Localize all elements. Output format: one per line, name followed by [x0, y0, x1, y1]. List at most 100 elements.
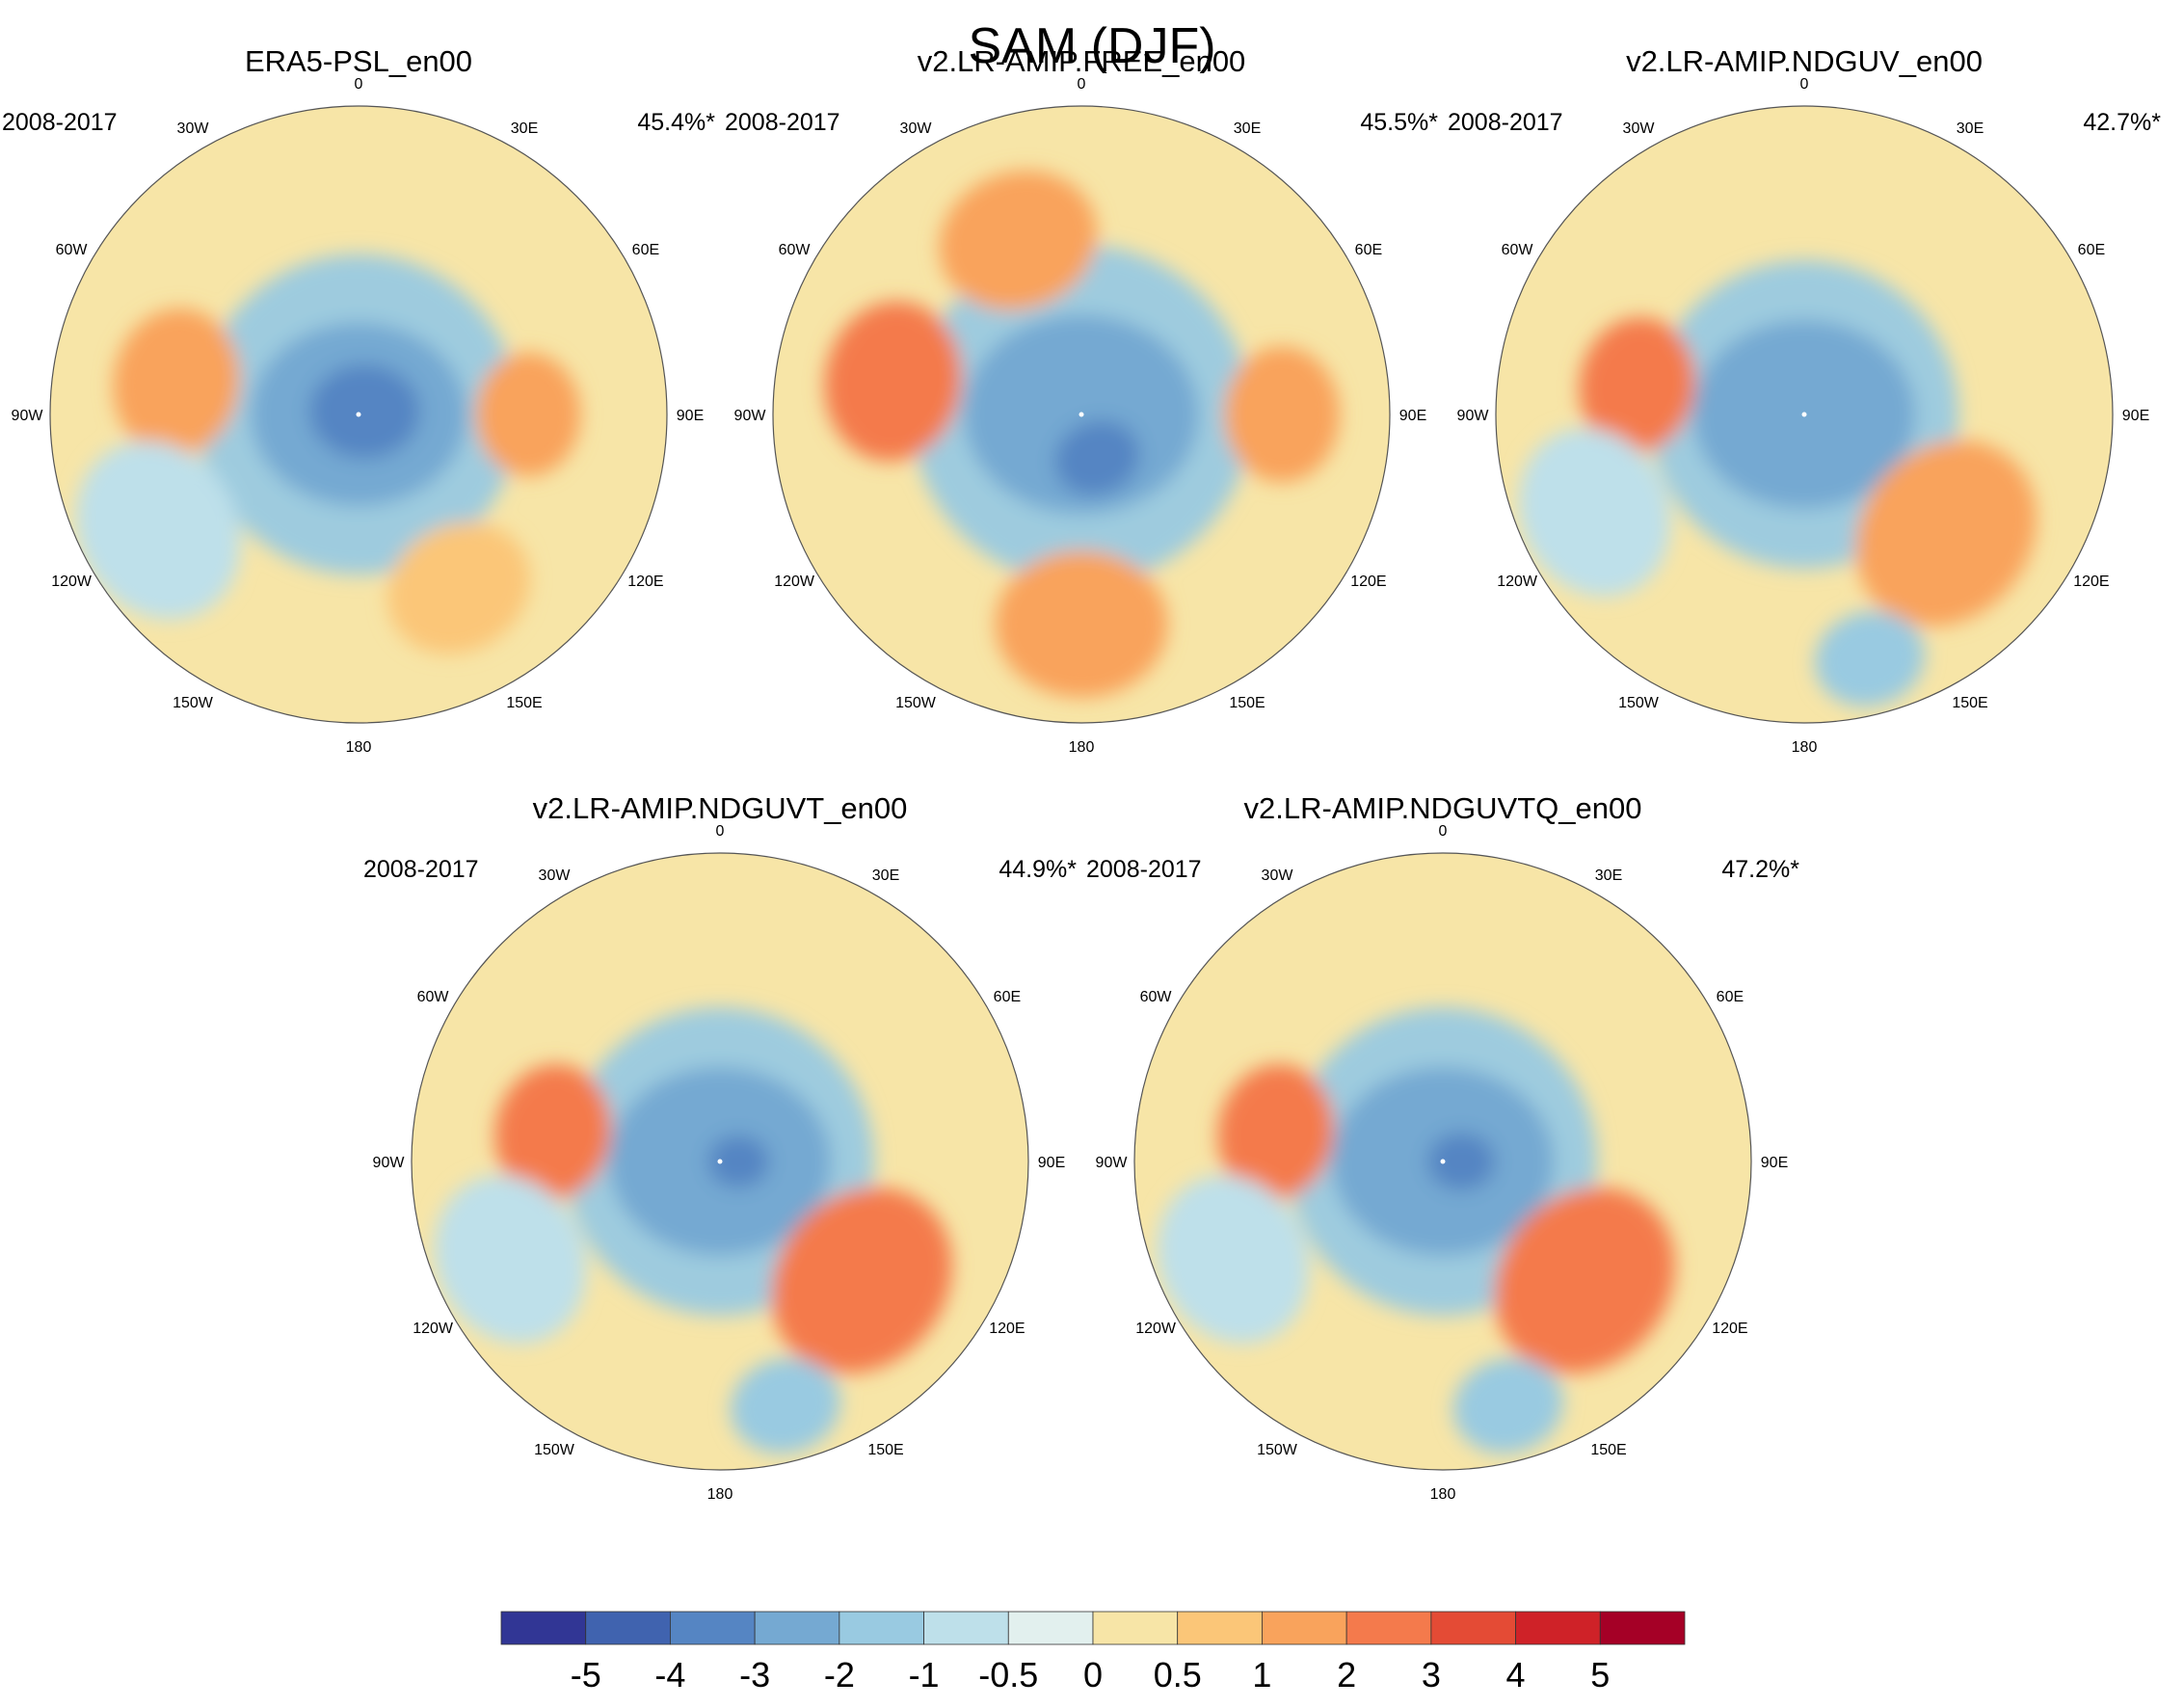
map-contour [475, 353, 581, 476]
colorbar-swatch [1092, 1611, 1179, 1645]
lon-tick-label: 120W [413, 1321, 454, 1337]
colorbar-tick-label: -1 [909, 1655, 940, 1695]
colorbar-swatch [1007, 1611, 1094, 1645]
map-panel-1: v2.LR-AMIP.FREE_en00 2008-2017 45.5%* 0 30E 6… [725, 44, 1438, 819]
colorbar-tick-label: -3 [739, 1655, 770, 1695]
map-panel-2: v2.LR-AMIP.NDGUV_en00 2008-2017 42.7%* 0 30E… [1448, 44, 2161, 819]
map-contour [771, 1188, 952, 1374]
lon-tick-label: 60E [994, 989, 1021, 1005]
lon-tick-label: 0 [1800, 76, 1809, 93]
map-contour [939, 171, 1098, 310]
lon-tick-label: 60E [632, 242, 659, 258]
lon-tick-label: 30W [177, 120, 210, 137]
map-panel-0: ERA5-PSL_en00 2008-2017 45.4%* 0 30E 60E 90E 12… [2, 44, 715, 819]
lon-tick-label: 90E [1761, 1155, 1788, 1171]
panel-title: v2.LR-AMIP.NDGUVTQ_en00 [1244, 791, 1642, 825]
colorbar-swatch [1599, 1611, 1686, 1645]
map-contour [434, 1175, 587, 1344]
colorbar-tick-label: 0 [1083, 1655, 1103, 1695]
lon-tick-label: 90E [677, 408, 704, 424]
polar-map-0: ERA5-PSL_en00 2008-2017 45.4%* 0 30E 60E 90E 12… [2, 44, 715, 756]
lon-tick-label: 150E [867, 1442, 903, 1458]
lon-tick-label: 150W [173, 695, 214, 711]
map-contour [1157, 1175, 1310, 1344]
lon-tick-label: 90W [1457, 408, 1490, 424]
lon-tick-label: 30E [1234, 120, 1261, 137]
map-contour [707, 1134, 770, 1188]
colorbar-swatch [1177, 1611, 1263, 1645]
panel-period: 2008-2017 [1086, 856, 1202, 883]
map-contour [1224, 346, 1340, 483]
colorbar-swatch [839, 1611, 924, 1645]
map-contour [824, 301, 962, 462]
colorbar-swatch [1430, 1611, 1516, 1645]
lon-tick-label: 150E [506, 695, 542, 711]
south-pole-marker [1079, 412, 1084, 417]
colorbar-tick-label: 4 [1506, 1655, 1526, 1695]
map-contour [1518, 428, 1671, 597]
lon-tick-label: 150W [1618, 695, 1660, 711]
lon-tick-label: 180 [1430, 1486, 1456, 1503]
lon-tick-label: 90E [2122, 408, 2149, 424]
lon-tick-label: 120E [2073, 574, 2109, 590]
lon-tick-label: 120W [774, 574, 815, 590]
map-panel-3: v2.LR-AMIP.NDGUVT_en00 2008-2017 44.9%* 0 30… [363, 791, 1077, 1566]
lon-tick-label: 30W [539, 867, 572, 884]
lon-tick-label: 60W [1502, 242, 1534, 258]
south-pole-marker [356, 412, 361, 417]
colorbar-tick-label: -2 [824, 1655, 855, 1695]
polar-map-3: v2.LR-AMIP.NDGUVT_en00 2008-2017 44.9%* 0 30… [363, 791, 1077, 1503]
lon-tick-label: 0 [1078, 76, 1086, 93]
lon-tick-label: 120E [1350, 574, 1386, 590]
map-outline [49, 105, 668, 724]
polar-map-1: v2.LR-AMIP.FREE_en00 2008-2017 45.5%* 0 30E 6… [725, 44, 1438, 756]
colorbar-swatch [500, 1611, 587, 1645]
panel-title: ERA5-PSL_en00 [245, 44, 472, 78]
colorbar-tick-label: -5 [571, 1655, 601, 1695]
lon-tick-label: 150W [1257, 1442, 1298, 1458]
lon-tick-label: 30W [900, 120, 933, 137]
lon-tick-label: 60E [2078, 242, 2105, 258]
lon-tick-label: 60W [1140, 989, 1173, 1005]
map-contour [995, 550, 1168, 698]
lon-tick-label: 0 [355, 76, 363, 93]
panel-title: v2.LR-AMIP.NDGUVT_en00 [533, 791, 908, 825]
lon-tick-label: 90E [1038, 1155, 1065, 1171]
south-pole-marker [1801, 412, 1807, 417]
colorbar-swatch [585, 1611, 671, 1645]
lon-tick-label: 30E [1595, 867, 1622, 884]
polar-map-2: v2.LR-AMIP.NDGUV_en00 2008-2017 42.7%* 0 30E… [1448, 44, 2161, 756]
lon-tick-label: 120E [989, 1321, 1025, 1337]
lon-tick-label: 150E [1229, 695, 1265, 711]
map-panel-4: v2.LR-AMIP.NDGUVTQ_en00 2008-2017 47.2%* 0 3… [1086, 791, 1799, 1566]
lon-tick-label: 90W [1096, 1155, 1129, 1171]
map-contour [1579, 317, 1695, 453]
colorbar-swatch [670, 1611, 756, 1645]
map-contour [1855, 440, 2037, 627]
lon-tick-label: 120E [627, 574, 663, 590]
lon-tick-label: 30E [1957, 120, 1984, 137]
map-outline [1495, 105, 2114, 724]
lon-tick-label: 90E [1399, 408, 1426, 424]
lon-tick-label: 30W [1262, 867, 1294, 884]
map-contour [386, 521, 531, 654]
map-contour [1814, 610, 1925, 707]
colorbar-tick-label: 3 [1422, 1655, 1441, 1695]
lon-tick-label: 60E [1717, 989, 1744, 1005]
panel-variance: 42.7%* [2083, 109, 2161, 136]
panel-period: 2008-2017 [1448, 109, 1563, 136]
map-contour [308, 363, 420, 459]
lon-tick-label: 120W [51, 574, 93, 590]
lon-tick-label: 150E [1590, 1442, 1626, 1458]
map-contour [75, 440, 241, 620]
south-pole-marker [1440, 1159, 1446, 1164]
figure-title: SAM (DJF) [968, 18, 1216, 74]
map-outline [1133, 852, 1752, 1471]
lon-tick-label: 30E [511, 120, 538, 137]
colorbar-tick-label: 2 [1337, 1655, 1356, 1695]
lon-tick-label: 60E [1355, 242, 1382, 258]
map-contour [1494, 1188, 1675, 1374]
lon-tick-label: 150E [1952, 695, 1987, 711]
map-contour [494, 1064, 611, 1200]
panel-period: 2008-2017 [363, 856, 479, 883]
